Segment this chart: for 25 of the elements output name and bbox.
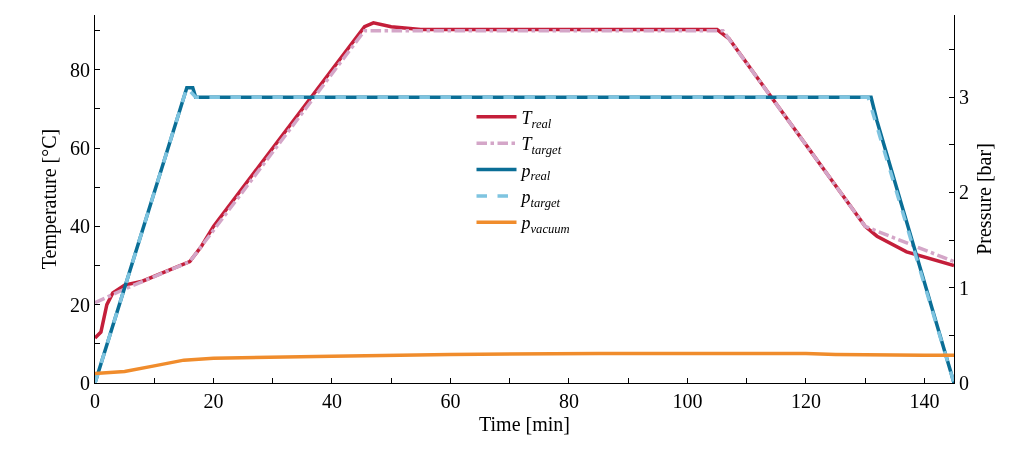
y-tick-label: 60 — [70, 137, 90, 160]
legend-label: p$_{real}$ — [519, 160, 551, 184]
x-tick-label: 120 — [790, 390, 821, 412]
line-series — [95, 351, 954, 376]
y-tick-label: 0 — [80, 372, 90, 394]
x-tick-label: 20 — [203, 390, 224, 412]
x-tick-label: 100 — [672, 390, 703, 412]
y2-axis-title: Pressure [bar] — [972, 143, 995, 255]
y2-tick-label: 2 — [959, 181, 969, 204]
y-tick-label: 40 — [70, 215, 90, 238]
y2-tick-label: 3 — [959, 86, 969, 109]
x-tick-label: 40 — [321, 390, 342, 412]
legend-label: p$_{target}$ — [519, 186, 561, 210]
y2-tick-label: 1 — [959, 276, 969, 299]
y-axis-title: Temperature [°C] — [37, 128, 61, 270]
x-tick-label: 140 — [909, 390, 940, 412]
legend-label: p$_{vacuum}$ — [519, 213, 570, 237]
x-tick-label: 60 — [440, 390, 461, 412]
x-axis-title: Time [min] — [479, 412, 570, 435]
y2-tick-label: 0 — [959, 372, 969, 394]
y-tick-label: 80 — [70, 58, 90, 81]
legend-label: T$_{real}$ — [521, 107, 552, 131]
legend-label: T$_{target}$ — [521, 134, 562, 157]
y-tick-label: 20 — [70, 293, 90, 316]
x-tick-label: 80 — [558, 390, 579, 412]
